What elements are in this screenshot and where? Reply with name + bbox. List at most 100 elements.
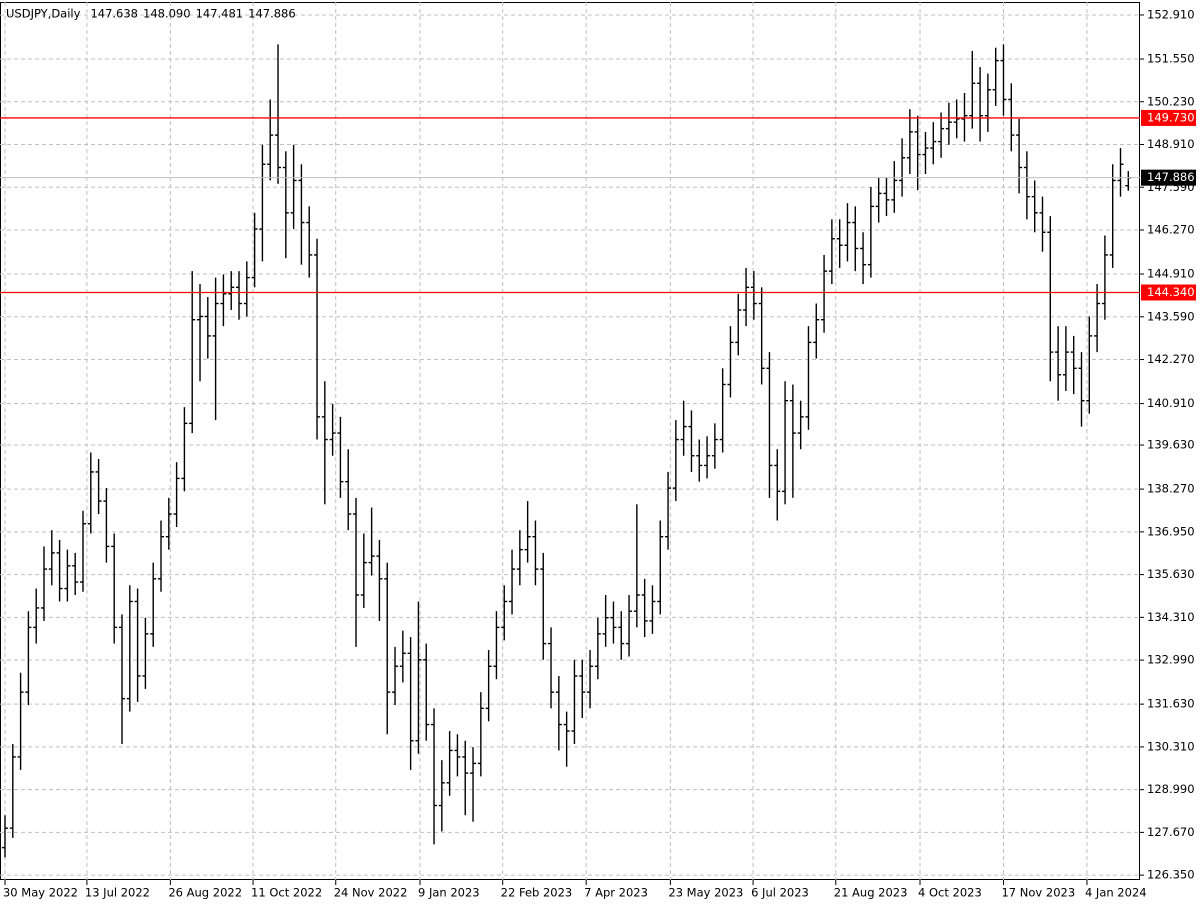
ohlc-bar bbox=[56, 539, 63, 602]
header-values: 147.638 148.090 147.481 147.886 bbox=[90, 7, 295, 21]
ohlc-bar bbox=[407, 637, 414, 770]
header-value: 148.090 bbox=[143, 7, 191, 21]
ohlc-bar bbox=[899, 138, 906, 197]
ohlc-bar bbox=[1039, 196, 1046, 252]
ohlc-bar bbox=[680, 400, 687, 456]
y-tick-label: 138.270 bbox=[1147, 482, 1195, 496]
ohlc-bar bbox=[33, 588, 40, 644]
ohlc-bar bbox=[516, 530, 523, 586]
ohlc-bar bbox=[945, 102, 952, 145]
ohlc-bar bbox=[181, 407, 188, 492]
ohlc-bar bbox=[610, 601, 617, 644]
ohlc-bar bbox=[555, 675, 562, 751]
y-tick-label: 126.350 bbox=[1147, 868, 1195, 882]
y-tick-label: 131.630 bbox=[1147, 697, 1195, 711]
ohlc-bar bbox=[236, 271, 243, 320]
x-tick-label: 7 Apr 2023 bbox=[584, 886, 648, 900]
ohlc-bar bbox=[1055, 326, 1062, 401]
x-tick-label: 13 Jul 2022 bbox=[85, 886, 150, 900]
ohlc-bar bbox=[376, 539, 383, 621]
ohlc-bar bbox=[587, 650, 594, 709]
ohlc-bar bbox=[267, 99, 274, 181]
ohlc-bar bbox=[40, 546, 47, 621]
ohlc-bar bbox=[875, 177, 882, 223]
ohlc-bar bbox=[821, 254, 828, 333]
ohlc-bar bbox=[79, 510, 86, 592]
level-box bbox=[1141, 284, 1196, 301]
ohlc-bar bbox=[1047, 216, 1054, 382]
ohlc-bar bbox=[750, 271, 757, 320]
ohlc-bar bbox=[220, 274, 227, 327]
ohlc-bar bbox=[938, 112, 945, 158]
level-label: 149.730 bbox=[1147, 110, 1195, 124]
ohlc-bar bbox=[649, 585, 656, 634]
ohlc-bar bbox=[727, 326, 734, 398]
ohlc-bar bbox=[797, 400, 804, 450]
ohlc-bar bbox=[688, 410, 695, 472]
grid bbox=[0, 2, 1140, 880]
ohlc-bar bbox=[1016, 118, 1023, 194]
ohlc-bar bbox=[571, 659, 578, 744]
ohlc-bar bbox=[142, 617, 149, 689]
last-price-label: 147.886 bbox=[1147, 170, 1195, 184]
ohlc-bar bbox=[384, 562, 391, 735]
levels: 147.886 149.730 144.340 bbox=[0, 109, 1196, 301]
ohlc-bar bbox=[126, 585, 133, 712]
y-tick-label: 143.590 bbox=[1147, 309, 1195, 323]
x-tick-label: 9 Jan 2023 bbox=[418, 886, 480, 900]
x-tick-label: 17 Nov 2023 bbox=[1001, 886, 1075, 900]
level-box bbox=[1141, 109, 1196, 126]
x-tick-label: 22 Feb 2023 bbox=[501, 886, 573, 900]
ohlc-bar bbox=[906, 109, 913, 174]
ohlc-bar bbox=[735, 293, 742, 356]
header-value: 147.481 bbox=[196, 7, 244, 21]
ohlc-bar bbox=[883, 177, 890, 217]
ohlc-bar bbox=[509, 549, 516, 615]
ohlc-bar bbox=[290, 144, 297, 230]
ohlc-bar bbox=[282, 151, 289, 259]
y-tick-label: 128.990 bbox=[1147, 782, 1195, 796]
ohlc-bar bbox=[345, 449, 352, 531]
y-tick-label: 135.630 bbox=[1147, 567, 1195, 581]
ohlc-bar bbox=[485, 650, 492, 722]
ohlc-bar bbox=[275, 44, 282, 184]
ohlc-bar bbox=[1, 815, 8, 858]
ohlc-bar bbox=[243, 261, 250, 317]
ohlc-bar bbox=[594, 617, 601, 680]
ohlc-bar bbox=[337, 416, 344, 498]
ohlc-bar bbox=[579, 659, 586, 719]
ohlc-bar bbox=[563, 711, 570, 767]
ohlc-bar bbox=[1101, 235, 1108, 320]
ohlc-bar bbox=[1070, 335, 1077, 395]
ohlc-bar bbox=[314, 238, 321, 440]
x-tick-label: 30 May 2022 bbox=[3, 886, 78, 900]
ohlc-bar bbox=[828, 219, 835, 285]
ohlc-bar bbox=[87, 452, 94, 534]
x-tick-label: 23 May 2023 bbox=[668, 886, 743, 900]
ohlc-bar bbox=[1023, 151, 1030, 220]
chart-title: USDJPY,Daily bbox=[6, 7, 81, 21]
ohlc-bar bbox=[306, 206, 313, 278]
ohlc-bar bbox=[766, 352, 773, 498]
y-tick-label: 130.310 bbox=[1147, 739, 1195, 753]
ohlc-bar bbox=[844, 203, 851, 262]
ohlc-bar bbox=[399, 630, 406, 683]
y-tick-label: 148.910 bbox=[1147, 137, 1195, 151]
ohlc-bar bbox=[493, 611, 500, 680]
y-tick-label: 139.630 bbox=[1147, 438, 1195, 452]
ohlc-bar bbox=[477, 692, 484, 777]
ohlc-bar bbox=[501, 585, 508, 641]
ohlc-bar bbox=[930, 122, 937, 165]
y-tick-label: 134.310 bbox=[1147, 610, 1195, 624]
ohlc-bar bbox=[813, 303, 820, 359]
ohlc-bar bbox=[789, 384, 796, 498]
ohlc-bar bbox=[72, 552, 79, 595]
y-tick-label: 150.230 bbox=[1147, 94, 1195, 108]
ohlc-bar bbox=[618, 611, 625, 660]
ohlc-bar bbox=[548, 627, 555, 709]
y-tick-label: 144.910 bbox=[1147, 267, 1195, 281]
last-price-box bbox=[1141, 169, 1196, 186]
ohlc-bar bbox=[867, 186, 874, 278]
axes: 152.910 151.550 150.230 148.910 147.590 146.2… bbox=[3, 7, 1195, 899]
